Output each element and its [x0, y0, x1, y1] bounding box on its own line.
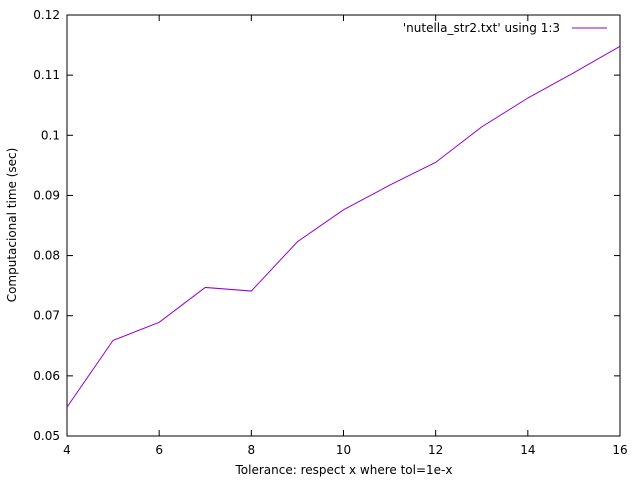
x-tick-label: 16 — [612, 443, 627, 457]
y-tick-label: 0.11 — [33, 68, 60, 82]
legend-label: 'nutella_str2.txt' using 1:3 — [403, 21, 560, 35]
y-axis-label: Computacional time (sec) — [5, 148, 19, 303]
x-axis: 4 6 8 10 12 14 16 — [63, 15, 628, 457]
y-axis: 0.05 0.06 0.07 0.08 0.09 0.1 0.11 0.12 — [33, 8, 620, 443]
legend: 'nutella_str2.txt' using 1:3 — [403, 21, 607, 35]
x-tick-label: 10 — [336, 443, 351, 457]
x-tick-label: 8 — [248, 443, 256, 457]
x-axis-label: Tolerance: respect x where tol=1e-x — [235, 463, 453, 477]
y-tick-label: 0.09 — [33, 188, 60, 202]
x-tick-label: 12 — [428, 443, 443, 457]
y-tick-label: 0.05 — [33, 429, 60, 443]
series-line — [66, 45, 621, 408]
plot-frame — [66, 14, 621, 437]
y-tick-label: 0.06 — [33, 369, 60, 383]
x-tick-label: 4 — [63, 443, 71, 457]
y-tick-label: 0.1 — [41, 128, 60, 142]
y-tick-label: 0.07 — [33, 309, 60, 323]
y-tick-label: 0.08 — [33, 249, 60, 263]
x-tick-label: 14 — [520, 443, 535, 457]
y-tick-label: 0.12 — [33, 8, 60, 22]
x-tick-label: 6 — [155, 443, 163, 457]
series-layer — [66, 45, 621, 408]
